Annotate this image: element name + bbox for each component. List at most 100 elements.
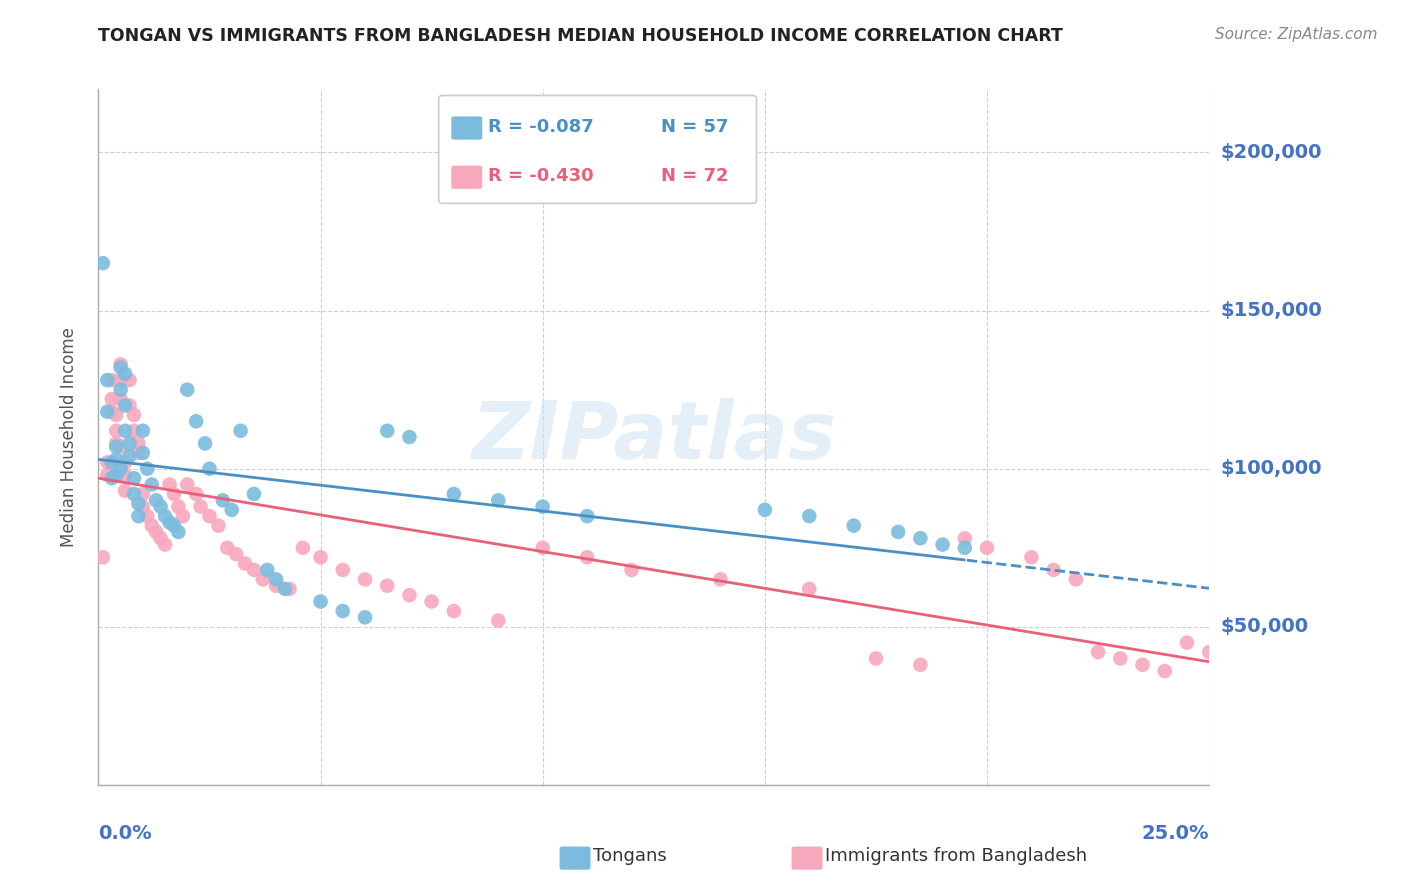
Point bbox=[398, 588, 420, 602]
Point bbox=[1175, 635, 1198, 649]
Point bbox=[256, 563, 278, 577]
Text: N = 57: N = 57 bbox=[661, 118, 728, 136]
Point bbox=[110, 360, 132, 375]
Point bbox=[842, 518, 865, 533]
Point bbox=[229, 424, 252, 438]
Text: Tongans: Tongans bbox=[593, 847, 666, 865]
Point bbox=[225, 547, 247, 561]
Point bbox=[576, 550, 599, 565]
Point bbox=[211, 493, 233, 508]
Point bbox=[194, 436, 217, 450]
Text: N = 72: N = 72 bbox=[661, 168, 728, 186]
Point bbox=[114, 399, 136, 413]
Text: R = -0.430: R = -0.430 bbox=[488, 168, 593, 186]
Point bbox=[127, 436, 149, 450]
Point bbox=[114, 455, 136, 469]
Point bbox=[91, 550, 114, 565]
Point bbox=[953, 541, 976, 555]
Text: $150,000: $150,000 bbox=[1220, 301, 1322, 320]
Text: ZIPatlas: ZIPatlas bbox=[471, 398, 837, 476]
Point bbox=[96, 373, 118, 387]
Point bbox=[233, 557, 256, 571]
Point bbox=[1109, 651, 1132, 665]
Point bbox=[132, 424, 155, 438]
Point bbox=[252, 573, 274, 587]
Point bbox=[420, 594, 443, 608]
Point bbox=[118, 449, 141, 463]
Y-axis label: Median Household Income: Median Household Income bbox=[59, 327, 77, 547]
Point bbox=[145, 524, 167, 539]
Point bbox=[1153, 664, 1175, 678]
Point bbox=[332, 563, 354, 577]
Point bbox=[167, 524, 190, 539]
Point bbox=[91, 256, 114, 270]
Point bbox=[274, 582, 297, 596]
Point bbox=[910, 531, 932, 545]
Point bbox=[278, 582, 301, 596]
Point bbox=[132, 446, 155, 460]
Point bbox=[136, 461, 159, 475]
Point bbox=[291, 541, 314, 555]
Point bbox=[443, 487, 465, 501]
Point bbox=[198, 509, 221, 524]
Point bbox=[127, 509, 149, 524]
Point bbox=[145, 493, 167, 508]
Point bbox=[96, 405, 118, 419]
Point bbox=[190, 500, 212, 514]
Point bbox=[105, 440, 128, 454]
Point bbox=[105, 468, 128, 483]
Point bbox=[141, 518, 163, 533]
Point bbox=[799, 582, 821, 596]
Point bbox=[443, 604, 465, 618]
Point bbox=[910, 657, 932, 672]
Point bbox=[243, 563, 266, 577]
Point bbox=[100, 405, 122, 419]
Point bbox=[110, 357, 132, 371]
Text: TONGAN VS IMMIGRANTS FROM BANGLADESH MEDIAN HOUSEHOLD INCOME CORRELATION CHART: TONGAN VS IMMIGRANTS FROM BANGLADESH MED… bbox=[98, 27, 1063, 45]
Point bbox=[110, 383, 132, 397]
Point bbox=[110, 373, 132, 387]
Point bbox=[531, 541, 554, 555]
Text: 0.0%: 0.0% bbox=[98, 824, 152, 843]
Text: R = -0.087: R = -0.087 bbox=[488, 118, 593, 136]
Point bbox=[953, 531, 976, 545]
Point bbox=[163, 487, 186, 501]
Point bbox=[799, 509, 821, 524]
Text: $50,000: $50,000 bbox=[1220, 617, 1309, 636]
Point bbox=[110, 440, 132, 454]
Point bbox=[100, 455, 122, 469]
Point bbox=[1087, 645, 1109, 659]
Point bbox=[114, 468, 136, 483]
Point bbox=[114, 367, 136, 381]
Point bbox=[976, 541, 998, 555]
Point bbox=[264, 573, 287, 587]
Point bbox=[176, 477, 198, 491]
Text: $100,000: $100,000 bbox=[1220, 459, 1322, 478]
Point bbox=[1064, 573, 1087, 587]
Point bbox=[198, 461, 221, 475]
Point bbox=[122, 424, 145, 438]
Point bbox=[309, 550, 332, 565]
Point bbox=[531, 500, 554, 514]
Point bbox=[100, 471, 122, 485]
Point bbox=[118, 436, 141, 450]
Point bbox=[153, 509, 176, 524]
Text: Immigrants from Bangladesh: Immigrants from Bangladesh bbox=[825, 847, 1087, 865]
Point bbox=[486, 614, 509, 628]
Point bbox=[167, 500, 190, 514]
Point bbox=[1198, 645, 1220, 659]
Point bbox=[398, 430, 420, 444]
Point bbox=[375, 579, 398, 593]
Point bbox=[118, 399, 141, 413]
Point bbox=[96, 455, 118, 469]
Point bbox=[887, 524, 910, 539]
Point bbox=[114, 424, 136, 438]
Point bbox=[172, 509, 194, 524]
Point bbox=[96, 468, 118, 483]
Point bbox=[486, 493, 509, 508]
Point bbox=[264, 579, 287, 593]
Point bbox=[163, 518, 186, 533]
Point bbox=[1132, 657, 1154, 672]
Point bbox=[132, 487, 155, 501]
Point bbox=[122, 471, 145, 485]
